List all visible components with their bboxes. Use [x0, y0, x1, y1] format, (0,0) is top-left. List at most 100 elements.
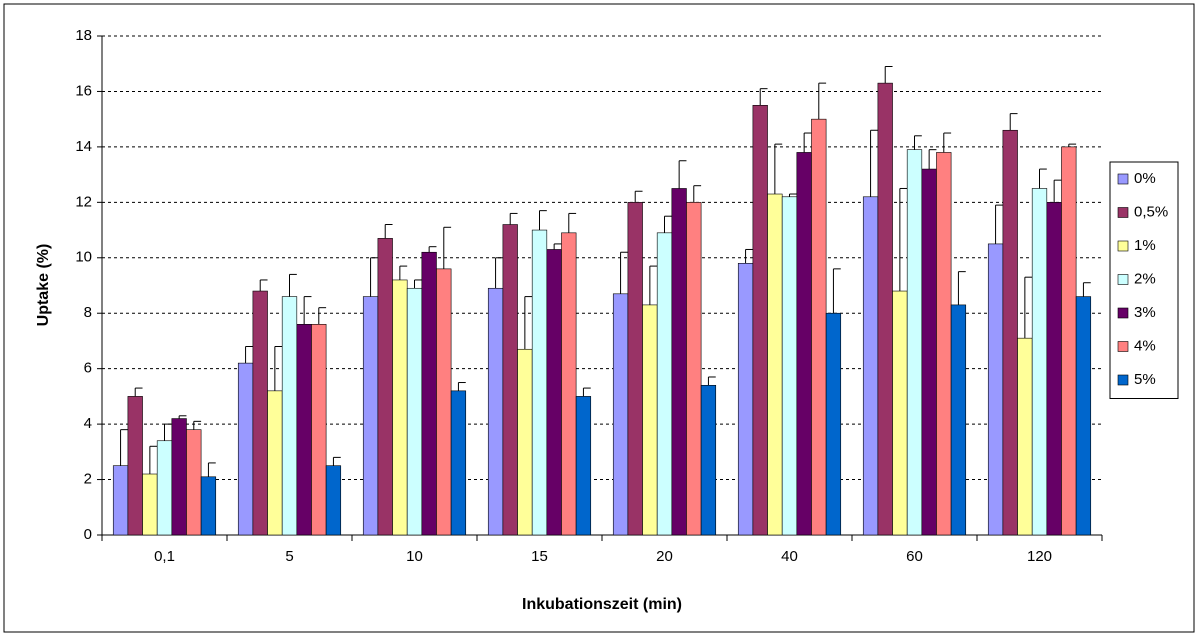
bar — [1061, 146, 1077, 536]
bar — [296, 324, 312, 536]
x-tick-label: 15 — [531, 548, 548, 565]
error-bar — [539, 210, 547, 231]
error-bar — [443, 226, 452, 269]
x-tick-label: 0,1 — [154, 548, 175, 565]
error-bar — [818, 82, 827, 120]
error-bar — [149, 445, 158, 475]
x-tick-label: 20 — [656, 548, 673, 565]
bar — [796, 152, 812, 536]
bar — [1075, 296, 1092, 536]
error-bar — [509, 212, 518, 225]
x-tick-label: 5 — [285, 548, 293, 565]
error-bar — [164, 423, 172, 441]
error-bar — [553, 243, 562, 250]
error-bar — [774, 143, 783, 195]
error-bar — [1009, 113, 1018, 131]
error-bar — [899, 187, 908, 292]
error-bar — [274, 345, 283, 391]
error-bar — [995, 204, 1003, 244]
legend-swatch — [1117, 240, 1129, 252]
error-bar — [957, 271, 966, 305]
bar — [1031, 188, 1048, 536]
y-tick-label: 16 — [75, 82, 92, 99]
bar — [392, 279, 408, 536]
bar — [142, 473, 158, 536]
legend-label: 3% — [1134, 304, 1156, 321]
error-bar — [582, 387, 591, 397]
error-bar — [524, 296, 533, 350]
error-bar — [832, 268, 841, 314]
bar — [267, 390, 283, 536]
bar — [825, 312, 842, 536]
error-bar — [914, 135, 922, 150]
bar — [811, 118, 827, 536]
bar — [112, 465, 129, 536]
legend-swatch — [1117, 307, 1129, 319]
error-bar — [457, 382, 466, 391]
error-bar — [414, 279, 422, 289]
bar — [281, 296, 298, 536]
error-bar — [664, 215, 672, 233]
error-bar — [318, 307, 327, 325]
bar — [987, 243, 1004, 536]
bar — [1046, 202, 1062, 536]
bar — [237, 362, 254, 536]
error-bar — [332, 456, 341, 466]
legend-swatch — [1117, 207, 1129, 218]
error-bar — [870, 129, 878, 197]
error-bar — [120, 429, 128, 466]
x-tick-label: 10 — [406, 548, 423, 565]
bar — [502, 224, 518, 536]
bar — [877, 82, 893, 536]
bar — [936, 152, 952, 536]
y-tick-label: 10 — [75, 249, 92, 266]
bar — [546, 249, 562, 536]
error-bar — [928, 149, 937, 170]
error-bar — [259, 279, 268, 292]
error-bar — [789, 193, 797, 197]
error-bar — [1053, 179, 1062, 203]
error-bar — [649, 265, 658, 305]
error-bar — [943, 132, 952, 153]
bar — [186, 429, 202, 536]
error-bar — [803, 132, 812, 153]
bar — [406, 287, 423, 536]
y-tick-label: 18 — [75, 27, 92, 44]
x-tick-label: 60 — [906, 548, 923, 565]
bar — [487, 287, 504, 536]
error-bar — [1024, 276, 1033, 339]
bar — [575, 396, 592, 536]
y-tick-label: 4 — [84, 415, 92, 432]
bar — [612, 293, 629, 536]
y-tick-label: 6 — [84, 360, 92, 377]
error-bar — [759, 88, 768, 106]
bar — [752, 105, 768, 536]
error-bar — [620, 251, 628, 294]
error-bar — [289, 273, 297, 297]
bar — [767, 193, 783, 536]
error-bar — [384, 224, 393, 239]
x-axis-label: Inkubationszeit (min) — [522, 596, 682, 613]
error-bar — [693, 185, 702, 203]
error-bar — [428, 246, 437, 253]
error-bar — [303, 296, 312, 325]
y-axis-label: Uptake (%) — [35, 244, 52, 327]
bar — [421, 251, 437, 536]
error-bar — [399, 265, 408, 280]
y-tick-label: 8 — [84, 304, 92, 321]
legend-label: 5% — [1134, 371, 1156, 388]
error-bar — [884, 65, 893, 84]
error-bar — [568, 212, 577, 233]
legend-label: 0% — [1134, 170, 1156, 187]
bar — [252, 290, 268, 536]
bar — [921, 168, 937, 536]
error-bar — [245, 345, 253, 364]
bar — [377, 238, 393, 536]
x-tick-label: 120 — [1027, 548, 1052, 565]
bar — [862, 196, 879, 536]
bar — [1002, 129, 1018, 536]
bar — [671, 188, 687, 536]
error-bar — [745, 248, 753, 264]
bar — [450, 390, 467, 536]
